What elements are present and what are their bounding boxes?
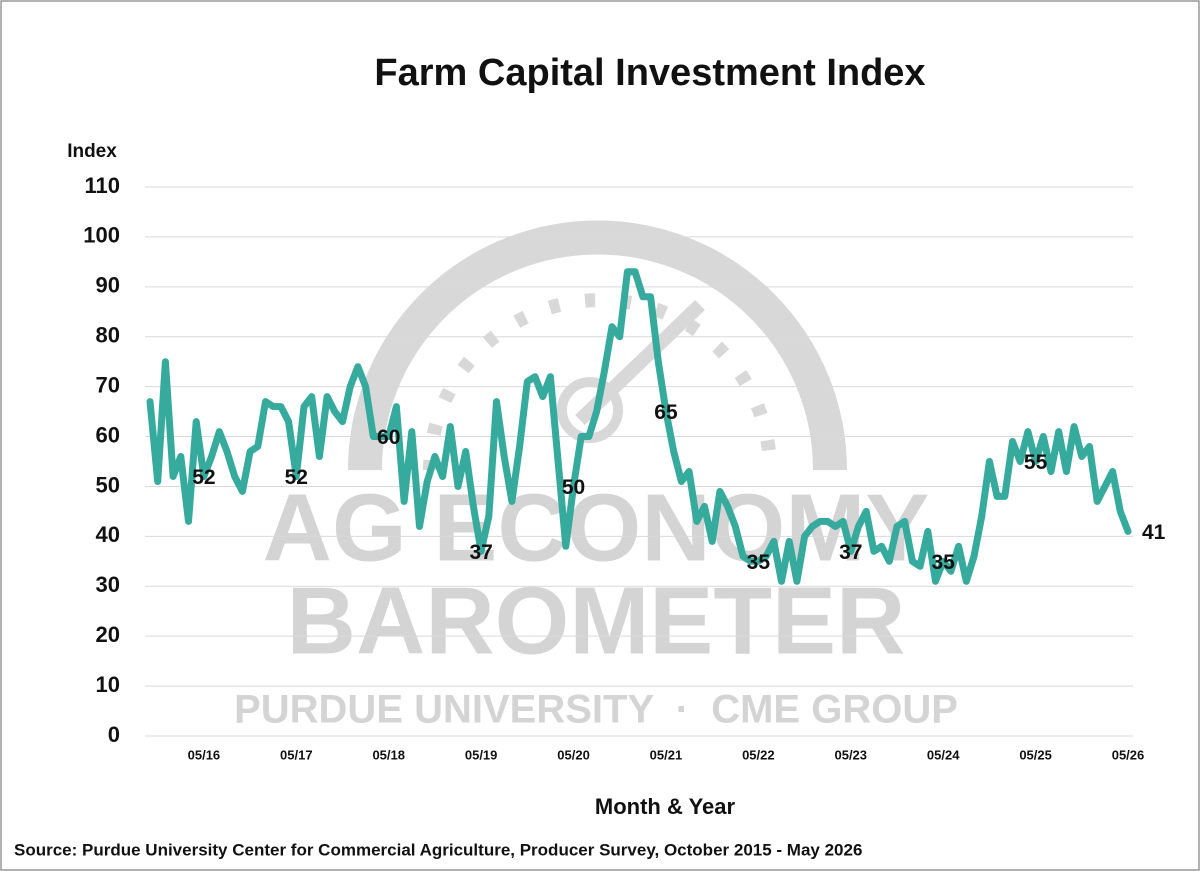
y-tick-label: 60	[96, 422, 120, 447]
x-tick-label: 05/17	[280, 747, 313, 762]
data-label: 50	[562, 476, 585, 499]
data-label: 37	[469, 541, 492, 564]
y-tick-label: 50	[96, 472, 120, 497]
gauge-arc	[348, 220, 847, 471]
y-tick-label: 70	[96, 372, 120, 397]
y-axis-label: Index	[67, 141, 117, 162]
data-label: 35	[932, 551, 956, 574]
y-tick-label: 0	[108, 722, 120, 747]
y-tick-label: 80	[96, 323, 120, 348]
x-tick-label: 05/19	[465, 747, 498, 762]
watermark-line: BAROMETER	[287, 567, 906, 674]
x-tick-label: 05/20	[557, 747, 590, 762]
x-tick-label: 05/23	[834, 747, 867, 762]
data-label: 52	[285, 466, 308, 489]
y-tick-label: 40	[96, 522, 120, 547]
data-label: 60	[377, 426, 400, 449]
y-tick-label: 10	[96, 672, 120, 697]
data-label: 35	[747, 551, 771, 574]
watermark-line: PURDUE UNIVERSITY · CME GROUP	[234, 688, 958, 732]
source-note: Source: Purdue University Center for Com…	[14, 840, 862, 859]
data-label: 41	[1142, 521, 1166, 544]
x-tick-label: 05/26	[1112, 747, 1145, 762]
data-label: 37	[839, 541, 862, 564]
y-tick-label: 20	[96, 622, 120, 647]
data-line	[146, 268, 1132, 585]
watermark-line: AG ECONOMY	[263, 474, 930, 581]
data-label: 65	[654, 401, 678, 424]
x-tick-label: 05/25	[1019, 747, 1052, 762]
y-tick-label: 110	[85, 173, 121, 198]
data-label: 52	[192, 466, 215, 489]
y-tick-label: 100	[83, 223, 120, 248]
x-tick-label: 05/24	[927, 747, 960, 762]
data-label: 55	[1024, 451, 1048, 474]
y-tick-label: 30	[96, 572, 120, 597]
x-axis-label: Month & Year	[595, 794, 736, 819]
y-tick-label: 90	[96, 273, 120, 298]
x-tick-label: 05/21	[650, 747, 683, 762]
watermark: AG ECONOMY BAROMETER PURDUE UNIVERSITY ·…	[234, 220, 958, 732]
gauge-ticks	[423, 293, 777, 471]
x-tick-label: 05/16	[188, 747, 221, 762]
x-tick-label: 05/22	[742, 747, 775, 762]
x-tick-label: 05/18	[372, 747, 405, 762]
chart-title: Farm Capital Investment Index	[374, 52, 925, 94]
